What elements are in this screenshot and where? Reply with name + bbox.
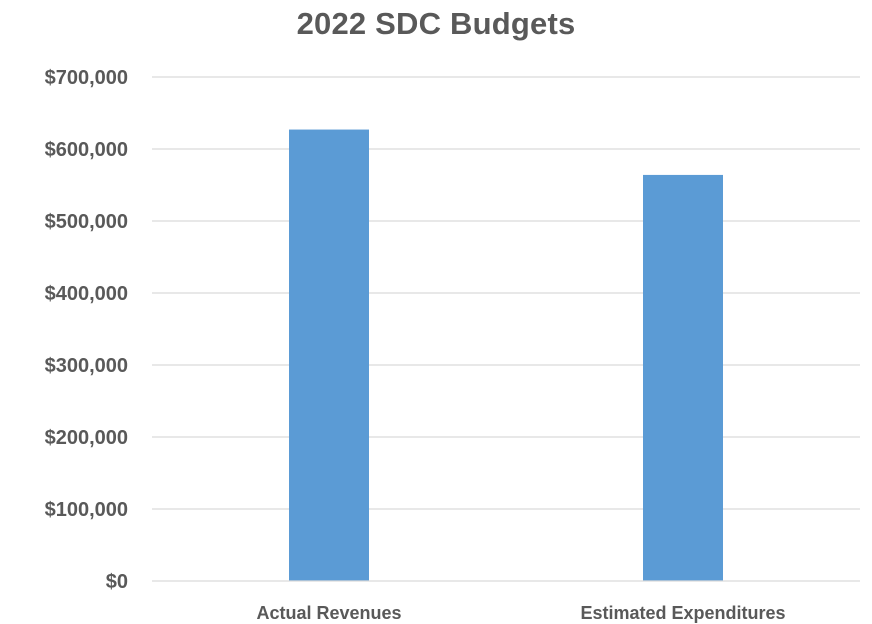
y-tick-label: $200,000 [45, 427, 128, 449]
y-tick-label: $600,000 [45, 139, 128, 161]
chart-title: 2022 SDC Budgets [296, 6, 576, 41]
y-tick-label: $400,000 [45, 283, 128, 305]
bar-2 [643, 174, 723, 582]
x-tick-label: Estimated Expenditures [580, 603, 785, 623]
bar-1 [289, 129, 369, 581]
x-tick-label: Actual Revenues [256, 603, 401, 623]
y-tick-label: $0 [106, 571, 128, 593]
y-tick-label: $700,000 [45, 67, 128, 89]
y-tick-label: $100,000 [45, 499, 128, 521]
y-tick-label: $500,000 [45, 211, 128, 233]
y-tick-label: $300,000 [45, 355, 128, 377]
